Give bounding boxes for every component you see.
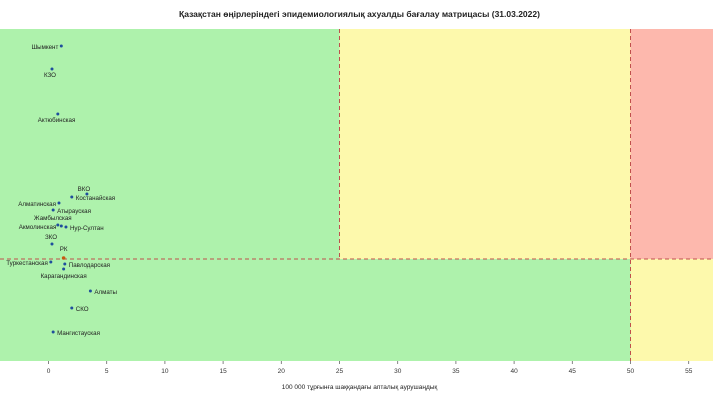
data-point <box>64 225 68 229</box>
zone-green-top <box>0 29 340 259</box>
x-tick-label: 25 <box>336 368 344 375</box>
data-point <box>57 201 61 205</box>
zone-yellow-top <box>339 29 631 259</box>
data-point <box>59 224 63 228</box>
point-label: Костанайская <box>76 195 115 202</box>
data-point <box>50 67 54 71</box>
data-point <box>70 195 74 199</box>
data-point <box>51 330 55 334</box>
data-point <box>49 260 53 264</box>
data-point <box>62 267 66 271</box>
zone-yellow-bottom <box>630 259 713 361</box>
zone-green-bottom <box>0 259 631 361</box>
point-label: Шымкент <box>31 44 58 51</box>
x-axis-label: 100 000 тұрғынға шаққандағы апталық ауру… <box>281 384 438 391</box>
x-tick-label: 15 <box>219 368 227 375</box>
point-label: Туркестанская <box>6 260 48 267</box>
x-tick-label: 45 <box>569 368 577 375</box>
data-point <box>59 44 63 48</box>
data-point <box>85 192 89 196</box>
x-tick-label: 35 <box>452 368 460 375</box>
point-label: Нур-Султан <box>70 225 104 232</box>
data-point <box>51 208 55 212</box>
point-label: Карагандинская <box>41 273 87 280</box>
data-point <box>88 289 92 293</box>
point-label: Мангистауская <box>57 330 100 337</box>
point-label: Атырауская <box>57 208 91 215</box>
point-label: Павлодарская <box>69 262 110 269</box>
x-tick-label: 10 <box>161 368 169 375</box>
point-label: Алматинская <box>18 201 56 208</box>
point-label: Акмолинская <box>19 224 57 231</box>
x-tick-label: 20 <box>278 368 286 375</box>
point-label: РК <box>60 246 68 253</box>
x-tick-label: 5 <box>105 368 109 375</box>
point-label: Актюбинская <box>38 117 76 124</box>
chart-title: Қазақстан өңірлеріндегі эпидемиологиялық… <box>179 9 540 19</box>
point-label: ВКО <box>78 186 91 193</box>
point-label: ЗКО <box>45 234 57 241</box>
x-tick-label: 40 <box>510 368 518 375</box>
data-point <box>70 306 74 310</box>
x-tick-label: 30 <box>394 368 402 375</box>
data-point <box>56 112 60 116</box>
data-point <box>61 256 66 260</box>
x-tick-label: 55 <box>685 368 693 375</box>
point-label: КЗО <box>44 72 56 79</box>
point-label: Алматы <box>94 289 117 296</box>
x-tick-label: 0 <box>47 368 51 375</box>
data-point <box>56 223 60 227</box>
point-label: СКО <box>76 306 89 313</box>
x-tick-label: 50 <box>627 368 635 375</box>
zone-red-top <box>630 29 713 259</box>
point-label: Жамбылская <box>34 215 72 222</box>
data-point <box>63 262 67 266</box>
data-point <box>50 242 54 246</box>
